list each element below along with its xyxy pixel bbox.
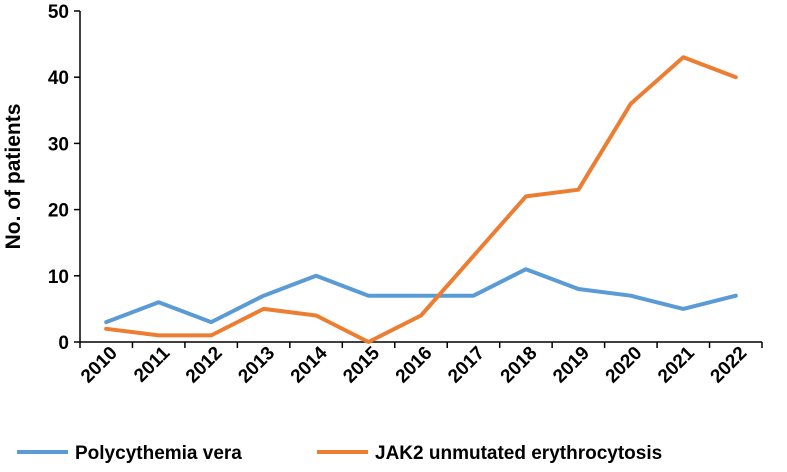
x-tick-label: 2019	[549, 343, 594, 388]
x-tick-label: 2012	[182, 343, 227, 388]
series-lines	[104, 55, 738, 344]
legend: Polycythemia vera JAK2 unmutated erythroc…	[17, 443, 662, 464]
series-line-0	[104, 267, 738, 325]
legend-label-1: JAK2 unmutated erythrocytosis	[375, 443, 662, 464]
x-tick-label: 2022	[707, 343, 752, 388]
x-axis: 2010 2011 2012 2013 2014 2015 2016 2017 2018 2019…	[77, 341, 763, 388]
x-tick-label: 2013	[234, 343, 279, 388]
y-tick-label: 10	[48, 267, 69, 288]
x-tick-label: 2021	[654, 342, 699, 387]
x-tick-label: 2010	[77, 343, 122, 388]
y-axis: 0 10 20 30 40 50	[48, 2, 81, 354]
y-tick-label: 40	[48, 68, 69, 89]
x-tick-label: 2016	[392, 343, 437, 388]
y-tick-label: 0	[58, 333, 69, 354]
x-tick-label: 2020	[602, 343, 647, 388]
x-tick-label: 2011	[130, 342, 174, 386]
y-tick-label: 30	[48, 134, 69, 155]
x-tick-label: 2017	[444, 343, 489, 388]
y-axis-label: No. of patients	[2, 104, 25, 250]
series-line-1	[104, 55, 738, 344]
x-tick-label: 2018	[497, 343, 542, 388]
x-tick-label: 2014	[287, 342, 332, 387]
x-tick-label: 2015	[339, 342, 384, 387]
legend-label-0: Polycythemia vera	[75, 443, 242, 464]
y-tick-label: 20	[48, 201, 69, 222]
y-tick-label: 50	[48, 2, 69, 23]
